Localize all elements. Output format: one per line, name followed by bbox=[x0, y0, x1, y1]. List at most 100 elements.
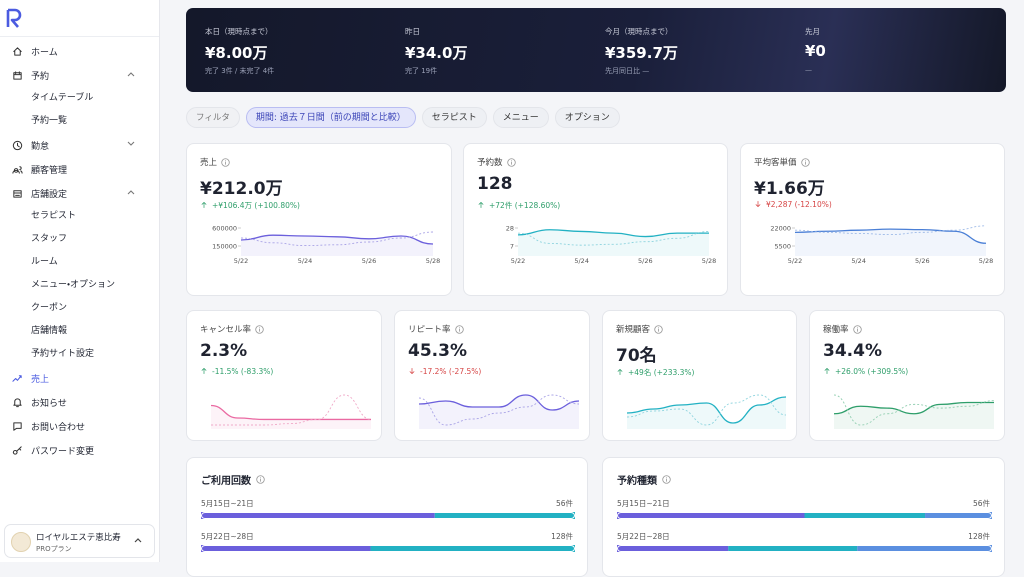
kpi-label: 稼働率 bbox=[823, 323, 862, 335]
y-tick-label: 5500 bbox=[774, 243, 791, 251]
icon-shape bbox=[13, 46, 22, 56]
filter-chip[interactable]: フィルタ bbox=[186, 107, 240, 128]
filter-chip[interactable]: セラピスト bbox=[421, 107, 487, 128]
nav-item[interactable]: ホーム bbox=[0, 39, 159, 63]
kpi-label: 予約数 bbox=[477, 156, 516, 168]
kpi-label: 新規顧客 bbox=[616, 323, 663, 335]
icon-shape bbox=[13, 421, 22, 431]
current-line bbox=[794, 228, 987, 244]
period-label: 5月22日~28日 bbox=[617, 532, 670, 541]
chevron bbox=[127, 72, 135, 77]
sparkline: 600000 150000 5/22 5/24 5/26 5/28 bbox=[212, 225, 440, 266]
nav-subitem[interactable]: ルーム bbox=[31, 257, 58, 267]
series-area bbox=[518, 229, 709, 256]
nav-subitem[interactable]: 予約サイト設定 bbox=[31, 349, 95, 359]
chevron-shape bbox=[127, 141, 135, 146]
nav-item[interactable]: パスワード変更 bbox=[0, 438, 159, 462]
kpi-label: リピート率 bbox=[408, 323, 464, 335]
nav-item[interactable]: 顧客管理 bbox=[0, 157, 159, 181]
icon bbox=[12, 140, 23, 150]
filter-chip[interactable]: メニュー bbox=[492, 107, 549, 128]
nav: ホーム 予約タイムテーブル 予約一覧勤怠顧客管理店舗設定セラピストスタッフルームメニ… bbox=[0, 39, 159, 462]
nav-subitem[interactable]: クーポン bbox=[31, 303, 68, 313]
icon-shape bbox=[478, 201, 484, 209]
bar-segment bbox=[925, 512, 992, 519]
kpi-change-text: +¥106.4万 (+100.80%) bbox=[212, 201, 300, 210]
chevron-shape bbox=[127, 72, 135, 77]
stacked-bar bbox=[201, 545, 575, 552]
stacked-bar bbox=[201, 512, 575, 519]
x-tick-label: 5/26 bbox=[915, 257, 930, 265]
icon-shape bbox=[654, 324, 663, 334]
stacked-bar bbox=[617, 545, 992, 552]
kpi-label-text: 予約数 bbox=[477, 158, 503, 168]
total-label: 56件 bbox=[972, 499, 990, 508]
icon-shape bbox=[256, 475, 265, 484]
nav-subitem[interactable]: 予約一覧 bbox=[31, 116, 68, 126]
sparkline: 28 7 5/22 5/24 5/26 5/28 bbox=[506, 225, 717, 266]
account-switcher[interactable]: ロイヤルエステ恵比寿 PROプラン bbox=[4, 524, 155, 558]
summary-label: 今月（現時点まで） bbox=[605, 27, 673, 36]
nav-item[interactable]: 予約 bbox=[0, 63, 159, 87]
trend-arrow bbox=[755, 200, 761, 208]
kpi-value: 45.3% bbox=[408, 341, 467, 361]
y-tick-label: 150000 bbox=[212, 243, 237, 251]
kpi-card: 平均客単価 ¥1.66万 ¥2,287 (-12.10%) 22000 5500 5/22… bbox=[740, 143, 1005, 296]
breakdown-card: 予約種類 5月15日~21日 56件 5月22日~28日 128件 bbox=[602, 457, 1005, 577]
icon-shape bbox=[221, 157, 230, 167]
breakdown-row: 5月22日~28日 128件 bbox=[201, 531, 575, 555]
icon-shape bbox=[454, 324, 464, 334]
x-tick-label: 5/24 bbox=[574, 257, 589, 265]
current-line bbox=[418, 394, 580, 411]
current-line bbox=[833, 401, 994, 415]
nav-item[interactable]: お問い合わせ bbox=[0, 414, 159, 438]
bar-track bbox=[201, 545, 575, 552]
sparkline bbox=[833, 394, 995, 429]
nav-label: 顧客管理 bbox=[31, 165, 68, 176]
filter-chip[interactable]: 期間: 過去７日間（前の期間と比較） bbox=[245, 107, 416, 128]
kpi-label-text: 売上 bbox=[200, 158, 218, 168]
summary-value: ¥8.00万 bbox=[205, 44, 268, 62]
icon-shape bbox=[755, 200, 761, 208]
nav-item[interactable]: 店舗設定 bbox=[0, 181, 159, 205]
nav-subitem[interactable]: 店舗情報 bbox=[31, 326, 68, 336]
account-name: ロイヤルエステ恵比寿 bbox=[36, 533, 121, 543]
icon-shape bbox=[255, 324, 264, 334]
y-tick-label: 7 bbox=[510, 243, 514, 251]
kpi-change: +49名 (+233.3%) bbox=[616, 367, 694, 378]
kpi-value: 34.4% bbox=[823, 341, 882, 361]
nav-subitem[interactable]: メニュー・オプション bbox=[31, 280, 116, 290]
summary-sub: 完了 19件 bbox=[405, 67, 438, 75]
icon-shape bbox=[662, 475, 671, 484]
icon bbox=[13, 46, 22, 56]
nav-subitem[interactable]: タイムテーブル bbox=[31, 93, 94, 103]
logo[interactable] bbox=[6, 8, 22, 28]
icon-shape bbox=[617, 368, 623, 376]
kpi-change: +26.0% (+309.5%) bbox=[823, 367, 908, 376]
chevron-shape bbox=[127, 190, 135, 195]
nav-item[interactable]: 勤怠 bbox=[0, 133, 159, 157]
trend-arrow bbox=[201, 367, 207, 375]
info-icon bbox=[256, 475, 265, 484]
filters: フィルタ 期間: 過去７日間（前の期間と比較） セラピスト メニュー オプション bbox=[186, 107, 620, 128]
breakdown-title: ご利用回数 bbox=[201, 472, 265, 487]
breakdown-row: 5月15日~21日 56件 bbox=[201, 498, 575, 522]
chevron bbox=[127, 190, 135, 195]
icon bbox=[12, 165, 23, 174]
filter-chip[interactable]: オプション bbox=[554, 107, 620, 128]
bar-segment bbox=[617, 545, 729, 552]
nav-subitem[interactable]: スタッフ bbox=[31, 234, 68, 244]
kpi-card: 稼働率 34.4% +26.0% (+309.5%) bbox=[809, 310, 1005, 441]
kpi-card: キャンセル率 2.3% -11.5% (-83.3%) bbox=[186, 310, 382, 441]
chevron bbox=[134, 538, 142, 543]
bar-track bbox=[617, 545, 992, 552]
nav-subitem[interactable]: セラピスト bbox=[31, 211, 77, 221]
kpi-card: 新規顧客 70名 +49名 (+233.3%) bbox=[602, 310, 797, 441]
info-icon bbox=[662, 475, 671, 484]
icon-shape bbox=[12, 140, 23, 150]
icon bbox=[12, 445, 22, 455]
nav-item[interactable]: 売上 bbox=[0, 366, 159, 390]
nav-item[interactable]: お知らせ bbox=[0, 390, 159, 414]
kpi-label-text: 新規顧客 bbox=[616, 325, 651, 335]
breakdown-card: ご利用回数 5月15日~21日 56件 5月22日~28日 128件 bbox=[186, 457, 588, 577]
